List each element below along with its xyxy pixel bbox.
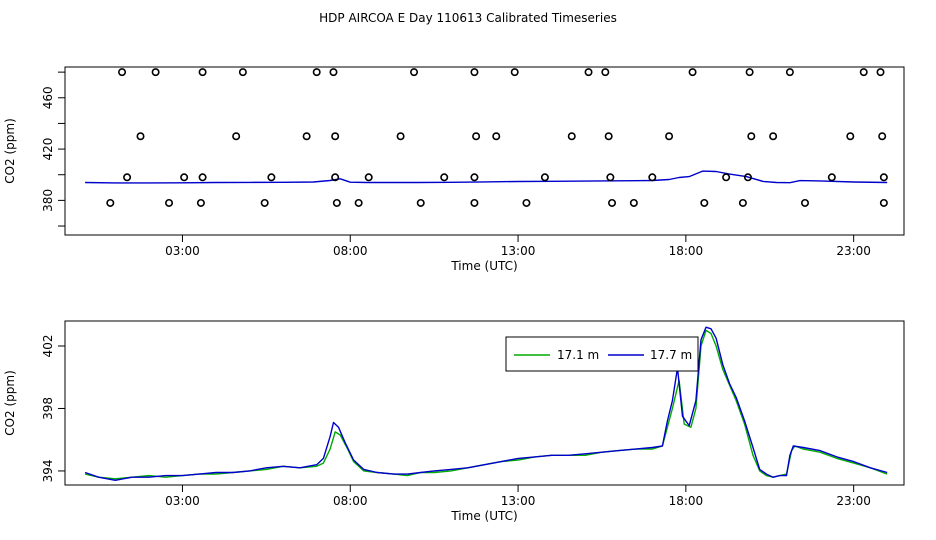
y-axis-label: CO2 (ppm) [3, 370, 17, 436]
x-tick-label: 13:00 [501, 244, 536, 258]
calibration-point [470, 68, 479, 77]
calibration-point [769, 132, 778, 141]
legend-label: 17.1 m [557, 348, 599, 362]
calibration-point [606, 173, 615, 182]
calibration-point [722, 173, 731, 182]
calibration-point [267, 173, 276, 182]
calibration-point [876, 68, 885, 77]
calibration-point [800, 198, 809, 207]
x-tick-label: 23:00 [836, 494, 871, 508]
legend-label: 17.7 m [650, 348, 692, 362]
calibration-point [165, 198, 174, 207]
calibration-point [331, 173, 340, 182]
y-tick-label: 394 [41, 459, 55, 482]
y-tick-label: 460 [41, 86, 55, 109]
calibration-point [827, 173, 836, 182]
calibration-point [665, 132, 674, 141]
calibration-point [232, 132, 241, 141]
calibration-point [198, 173, 207, 182]
calibration-point [584, 68, 593, 77]
calibration-point [738, 198, 747, 207]
calibration-point [198, 68, 207, 77]
x-tick-label: 13:00 [501, 494, 536, 508]
y-tick-label: 398 [41, 397, 55, 420]
legend-box [505, 336, 699, 372]
calibration-point [785, 68, 794, 77]
calibration-point [878, 132, 887, 141]
x-tick-label: 03:00 [165, 244, 200, 258]
plot-frame [64, 320, 905, 486]
calibration-point [364, 173, 373, 182]
y-axis-label: CO2 (ppm) [3, 118, 17, 184]
calibration-point [410, 68, 419, 77]
x-tick-label: 18:00 [669, 244, 704, 258]
calibration-point [302, 132, 311, 141]
x-tick-label: 23:00 [836, 244, 871, 258]
calibration-point [743, 173, 752, 182]
plot-frame [64, 66, 905, 236]
calibration-point [859, 68, 868, 77]
calibration-point [180, 173, 189, 182]
calibration-point [879, 198, 888, 207]
calibration-point [629, 198, 638, 207]
calibration-point [118, 68, 127, 77]
x-tick-label: 08:00 [333, 494, 368, 508]
co2-series-line [85, 170, 888, 184]
calibration-point [260, 198, 269, 207]
calibration-point [396, 132, 405, 141]
y-tick-label: 380 [41, 189, 55, 212]
legend: 17.1 m 17.7 m [505, 336, 699, 372]
calibration-point [470, 173, 479, 182]
calibration-point [106, 198, 115, 207]
calibration-point [416, 198, 425, 207]
calibration-point [745, 68, 754, 77]
calibration-point [747, 132, 756, 141]
x-tick-label: 18:00 [669, 494, 704, 508]
co2-timeseries-panel: 03:00 08:00 13:00 18:00 23:00 Time (UTC) 394 39… [3, 320, 905, 523]
calibration-point [510, 68, 519, 77]
calibration-point [123, 173, 132, 182]
calibration-point [648, 173, 657, 182]
calibration-point [196, 198, 205, 207]
calibration-point [492, 132, 501, 141]
calibration-point [567, 132, 576, 141]
calibration-point [470, 198, 479, 207]
figure-title: HDP AIRCOA E Day 110613 Calibrated Times… [319, 11, 617, 25]
calibration-point [329, 68, 338, 77]
calibration-point [846, 132, 855, 141]
calibration-point [601, 68, 610, 77]
series-line-17-7-m [84, 326, 888, 481]
x-tick-label: 08:00 [333, 244, 368, 258]
calibration-point [688, 68, 697, 77]
calibration-point [136, 132, 145, 141]
x-axis-label: Time (UTC) [450, 509, 517, 523]
y-tick-label: 420 [41, 138, 55, 161]
calibration-point [440, 173, 449, 182]
calibration-point [354, 198, 363, 207]
calibration-point [472, 132, 481, 141]
calibration-point [238, 68, 247, 77]
calibration-point [540, 173, 549, 182]
calibration-point [879, 173, 888, 182]
calibration-point [151, 68, 160, 77]
calibration-point [312, 68, 321, 77]
calibration-point [700, 198, 709, 207]
calibration-point [608, 198, 617, 207]
x-axis-label: Time (UTC) [450, 259, 517, 273]
x-tick-label: 03:00 [165, 494, 200, 508]
calibration-point [332, 198, 341, 207]
y-tick-label: 402 [41, 335, 55, 358]
calibration-point [331, 132, 340, 141]
calibration-point [604, 132, 613, 141]
series-line-17-1-m [84, 329, 888, 480]
calibration-panel: 03:00 08:00 13:00 18:00 23:00 Time (UTC) 380 42… [3, 66, 905, 273]
calibration-point [522, 198, 531, 207]
